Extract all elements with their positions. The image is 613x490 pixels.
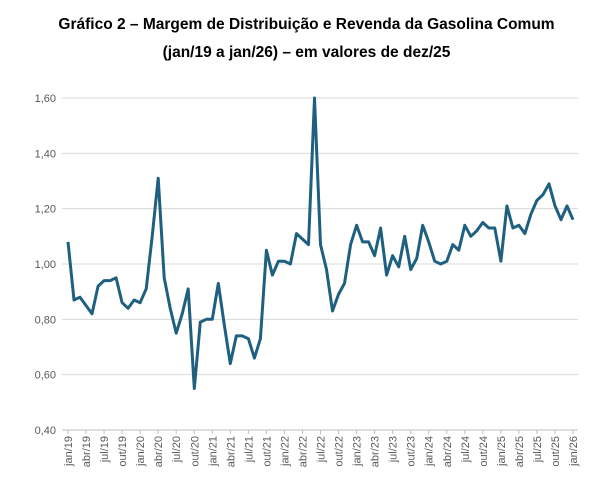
chart-title: Gráfico 2 – Margem de Distribuição e Rev… <box>58 16 555 33</box>
x-tick-label: abr/20 <box>153 436 165 467</box>
x-tick-label: abr/19 <box>81 436 93 467</box>
x-tick-label: jul/22 <box>316 436 328 463</box>
y-tick-label: 1,60 <box>35 93 56 105</box>
x-tick-label: jan/20 <box>135 436 147 467</box>
x-tick-label: out/22 <box>334 436 346 467</box>
x-tick-label: jan/21 <box>207 436 219 467</box>
x-tick-label: jan/19 <box>63 436 75 467</box>
y-tick-label: 0,60 <box>35 370 56 382</box>
chart-subtitle: (jan/19 a jan/26) – em valores de dez/25 <box>162 44 451 61</box>
x-tick-label: jan/26 <box>568 436 580 467</box>
y-tick-label: 1,20 <box>35 204 56 216</box>
x-tick-label: out/20 <box>189 436 201 467</box>
x-tick-label: jan/25 <box>496 436 508 467</box>
series-line <box>66 96 575 390</box>
x-tick-label: abr/22 <box>297 436 309 467</box>
x-tick-label: out/25 <box>550 436 562 467</box>
x-tick-label: abr/21 <box>225 436 237 467</box>
y-tick-label: 1,40 <box>35 148 56 160</box>
x-tick-label: jan/23 <box>352 436 364 467</box>
y-tick-label: 0,40 <box>35 425 56 437</box>
x-tick-label: abr/23 <box>370 436 382 467</box>
x-tick-label: jul/24 <box>460 436 472 463</box>
x-tick-label: abr/25 <box>514 436 526 467</box>
x-tick-label: jul/23 <box>388 436 400 463</box>
x-tick-label: out/23 <box>406 436 418 467</box>
y-tick-label: 0,80 <box>35 314 56 326</box>
x-tick-label: jul/20 <box>171 436 183 463</box>
x-tick-label: abr/24 <box>442 436 454 467</box>
x-tick-label: jul/19 <box>99 436 111 463</box>
y-tick-label: 1,00 <box>35 259 56 271</box>
x-tick-label: out/19 <box>117 436 129 467</box>
x-tick-label: jan/24 <box>424 436 436 467</box>
x-tick-label: jan/22 <box>279 436 291 467</box>
x-tick-label: out/24 <box>478 436 490 467</box>
x-tick-label: jul/21 <box>243 436 255 463</box>
x-tick-label: jul/25 <box>532 436 544 463</box>
x-tick-label: out/21 <box>261 436 273 467</box>
